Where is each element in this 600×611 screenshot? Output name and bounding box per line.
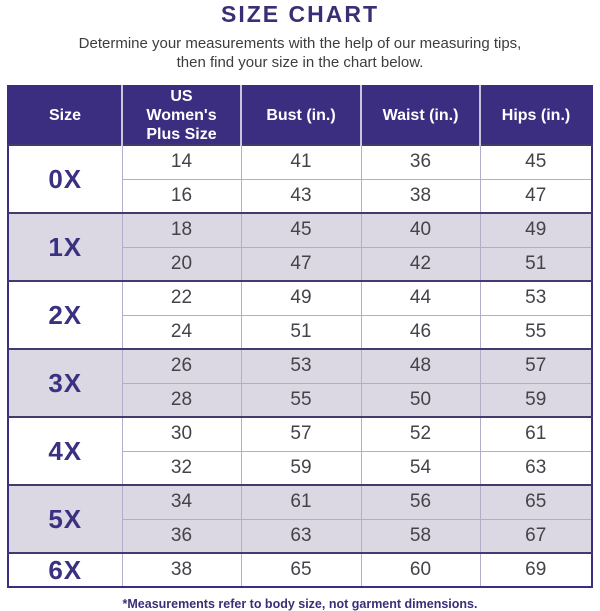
measurement-cell: 28 — [122, 382, 242, 417]
footnote: *Measurements refer to body size, not ga… — [122, 597, 478, 611]
measurement-cell: 45 — [241, 212, 362, 247]
column-header-4: Hips (in.) — [480, 86, 592, 145]
table-row-2X-0: 2X 22 49 44 53 — [8, 280, 592, 349]
measurement-cell: 43 — [241, 178, 362, 213]
measurement-cell: 14 — [122, 144, 242, 179]
table-row-0X-1: 16 43 38 47 — [8, 178, 592, 213]
table-row-1X-1: 20 47 42 51 — [8, 246, 592, 281]
table-row-4X-1: 32 59 54 63 — [8, 450, 592, 485]
measurement-cell: 67 — [480, 518, 592, 553]
subtitle-line-1: Determine your measurements with the hel… — [78, 35, 522, 52]
measurement-cell: 44 — [361, 280, 481, 315]
table-row-3X-1: 28 55 50 59 — [8, 382, 592, 417]
measurement-cell: 55 — [241, 382, 362, 417]
measurement-cell: 59 — [241, 450, 362, 485]
measurement-cell: 54 — [361, 450, 481, 485]
table-row-5X-0: 5X 34 61 56 65 — [8, 484, 592, 553]
measurement-cell: 30 — [122, 416, 242, 451]
measurement-cell: 22 — [122, 280, 242, 315]
measurement-cell: 52 — [361, 416, 481, 451]
measurement-cell: 58 — [361, 518, 481, 553]
measurement-cell: 48 — [361, 348, 481, 383]
column-header-0: Size — [8, 86, 123, 145]
size-group-label-2X: 2X — [8, 280, 123, 349]
measurement-cell: 46 — [361, 314, 481, 349]
measurement-cell: 63 — [241, 518, 362, 553]
table-header-row: Size US Women's Plus Size Bust (in.) Waist … — [8, 86, 592, 145]
table-body: 0X 14 41 36 45 16 43 38 47 1X 18 45 40 49 20 47 42 51 2X 22… — [8, 144, 592, 587]
size-group-label-1X: 1X — [8, 212, 123, 281]
column-header-3: Waist (in.) — [361, 86, 481, 145]
measurement-cell: 59 — [480, 382, 592, 417]
measurement-cell: 53 — [480, 280, 592, 315]
size-group-label-4X: 4X — [8, 416, 123, 485]
measurement-cell: 36 — [122, 518, 242, 553]
column-header-1: US Women's Plus Size — [122, 86, 242, 145]
table-row-1X-0: 1X 18 45 40 49 — [8, 212, 592, 281]
subtitle-line-2: then find your size in the chart below. — [176, 54, 424, 71]
measurement-cell: 32 — [122, 450, 242, 485]
table-row-3X-0: 3X 26 53 48 57 — [8, 348, 592, 417]
measurement-cell: 26 — [122, 348, 242, 383]
measurement-cell: 50 — [361, 382, 481, 417]
measurement-cell: 38 — [122, 552, 242, 587]
measurement-cell: 16 — [122, 178, 242, 213]
table-header: Size US Women's Plus Size Bust (in.) Waist … — [8, 86, 592, 145]
measurement-cell: 56 — [361, 484, 481, 519]
table-row-2X-1: 24 51 46 55 — [8, 314, 592, 349]
measurement-cell: 57 — [480, 348, 592, 383]
measurement-cell: 45 — [480, 144, 592, 179]
measurement-cell: 51 — [241, 314, 362, 349]
measurement-cell: 61 — [480, 416, 592, 451]
measurement-cell: 53 — [241, 348, 362, 383]
measurement-cell: 49 — [480, 212, 592, 247]
measurement-cell: 47 — [241, 246, 362, 281]
page-subtitle: Determine your measurements with the hel… — [79, 34, 522, 72]
measurement-cell: 63 — [480, 450, 592, 485]
measurement-cell: 69 — [480, 552, 592, 587]
size-group-label-6X: 6X — [8, 552, 123, 587]
measurement-cell: 51 — [480, 246, 592, 281]
measurement-cell: 60 — [361, 552, 481, 587]
size-chart-table: Size US Women's Plus Size Bust (in.) Waist … — [7, 85, 593, 588]
size-group-label-3X: 3X — [8, 348, 123, 417]
measurement-cell: 57 — [241, 416, 362, 451]
table-row-6X-0: 6X 38 65 60 69 — [8, 552, 592, 587]
measurement-cell: 24 — [122, 314, 242, 349]
measurement-cell: 34 — [122, 484, 242, 519]
measurement-cell: 20 — [122, 246, 242, 281]
measurement-cell: 42 — [361, 246, 481, 281]
measurement-cell: 65 — [480, 484, 592, 519]
measurement-cell: 49 — [241, 280, 362, 315]
measurement-cell: 47 — [480, 178, 592, 213]
size-group-label-0X: 0X — [8, 144, 123, 213]
measurement-cell: 41 — [241, 144, 362, 179]
measurement-cell: 36 — [361, 144, 481, 179]
page-title: SIZE CHART — [221, 1, 379, 27]
table-row-4X-0: 4X 30 57 52 61 — [8, 416, 592, 485]
measurement-cell: 61 — [241, 484, 362, 519]
table-row-5X-1: 36 63 58 67 — [8, 518, 592, 553]
measurement-cell: 55 — [480, 314, 592, 349]
size-group-label-5X: 5X — [8, 484, 123, 553]
measurement-cell: 40 — [361, 212, 481, 247]
table-row-0X-0: 0X 14 41 36 45 — [8, 144, 592, 213]
measurement-cell: 38 — [361, 178, 481, 213]
column-header-2: Bust (in.) — [241, 86, 362, 145]
measurement-cell: 65 — [241, 552, 362, 587]
measurement-cell: 18 — [122, 212, 242, 247]
